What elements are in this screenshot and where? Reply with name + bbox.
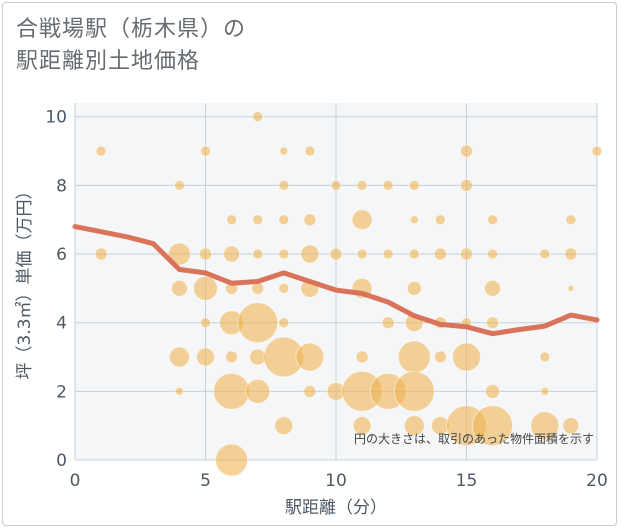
trend-line-layer [72, 224, 600, 337]
y-tick-label: 2 [56, 382, 67, 402]
bubble-point [397, 340, 431, 374]
bubble-point [408, 179, 420, 191]
bubble-point [460, 144, 473, 158]
bubble-point [591, 145, 603, 157]
bubble-point [252, 111, 264, 123]
y-tick-label: 0 [56, 451, 67, 471]
bubble-point [199, 247, 212, 261]
bubble-point [252, 248, 264, 260]
bubble-point [530, 411, 560, 441]
bubble-point [94, 247, 108, 261]
bubble-point [274, 416, 294, 436]
bubble-point [352, 416, 372, 436]
bubble-point [472, 405, 514, 447]
bubble-point [539, 351, 551, 363]
bubble-point [406, 280, 422, 296]
bubble-point [170, 279, 188, 297]
bubble-point [278, 317, 290, 329]
bubble-point [487, 214, 499, 226]
bubble-point [408, 248, 420, 260]
bubble-point [226, 214, 238, 226]
bubble-point [330, 179, 342, 191]
bubble-point [351, 209, 373, 231]
bubble-point [355, 350, 369, 364]
bubble-point [196, 347, 215, 367]
size-note: 円の大きさは、取引のあった物件面積を示す [354, 431, 594, 446]
bubble-point [173, 179, 185, 191]
bubble-point [381, 316, 395, 330]
chart-title-line-2: 駅距離別土地価格 [16, 49, 201, 74]
bubble-point [393, 370, 435, 412]
x-axis-label: 駅距離（分） [285, 498, 387, 518]
bubble-point [245, 378, 271, 404]
chart-title: 合戦場駅（栃木県）の 駅距離別土地価格 [16, 14, 246, 78]
bubble-point [223, 245, 241, 263]
x-tick-label: 5 [200, 471, 211, 491]
bubble-point [303, 213, 317, 227]
bubble-point [487, 248, 499, 260]
bubble-point [460, 247, 473, 261]
bubble-point [95, 145, 107, 157]
bubble-point [452, 342, 481, 372]
y-tick-label: 8 [56, 176, 67, 196]
bubble-point [433, 247, 447, 261]
bubble-point [193, 275, 218, 301]
bubble-point [539, 248, 551, 260]
bubble-point [168, 346, 190, 368]
bubble-point [304, 145, 316, 157]
bubble-point [485, 383, 501, 399]
trend-line [72, 224, 600, 337]
bubble-point [356, 248, 368, 260]
bubble-point [278, 179, 290, 191]
bubble-point [295, 342, 325, 372]
ticks: 0 5 10 15 20 0 2 4 6 8 10 [45, 108, 607, 491]
bubble-point [174, 386, 184, 396]
bubble-point [434, 214, 446, 226]
bubble-point [460, 178, 473, 192]
bubble-point [564, 247, 578, 261]
bubble-point [279, 146, 289, 156]
bubble-point [382, 248, 394, 260]
bubble-point [329, 247, 343, 261]
bubble-point [300, 244, 320, 264]
x-tick-label: 15 [456, 471, 478, 491]
chart-title-line-1: 合戦場駅（栃木県）の [16, 17, 247, 42]
bubble-point [200, 145, 211, 157]
bubble-point [403, 415, 425, 437]
bubble-point [382, 179, 394, 191]
y-tick-label: 4 [56, 314, 67, 334]
bubble-point [486, 316, 500, 330]
bubble-point [540, 386, 550, 396]
x-tick-label: 0 [70, 471, 81, 491]
bubble-point [303, 384, 317, 398]
bubble-point [167, 242, 191, 266]
bubble-point [565, 214, 577, 226]
bubble-point [278, 282, 290, 294]
bubble-point [278, 248, 290, 260]
x-tick-label: 20 [586, 471, 608, 491]
y-tick-label: 10 [45, 108, 67, 128]
bubble-point [200, 317, 211, 329]
y-tick-label: 6 [56, 245, 67, 265]
bubble-point [562, 417, 580, 435]
bubble-point [278, 214, 290, 226]
bubble-point [237, 302, 279, 344]
bubble-point [213, 372, 251, 410]
bubble-point [433, 350, 447, 364]
bubble-point [225, 350, 239, 364]
x-tick-label: 10 [325, 471, 347, 491]
bubble-point [215, 443, 249, 477]
bubble-point [409, 215, 419, 225]
bubble-point [567, 284, 575, 292]
bubble-point [484, 279, 502, 297]
bubble-point [356, 179, 368, 191]
bubble-point [252, 214, 264, 226]
y-axis-label: 坪（3.3㎡）単価（万円） [15, 182, 35, 379]
